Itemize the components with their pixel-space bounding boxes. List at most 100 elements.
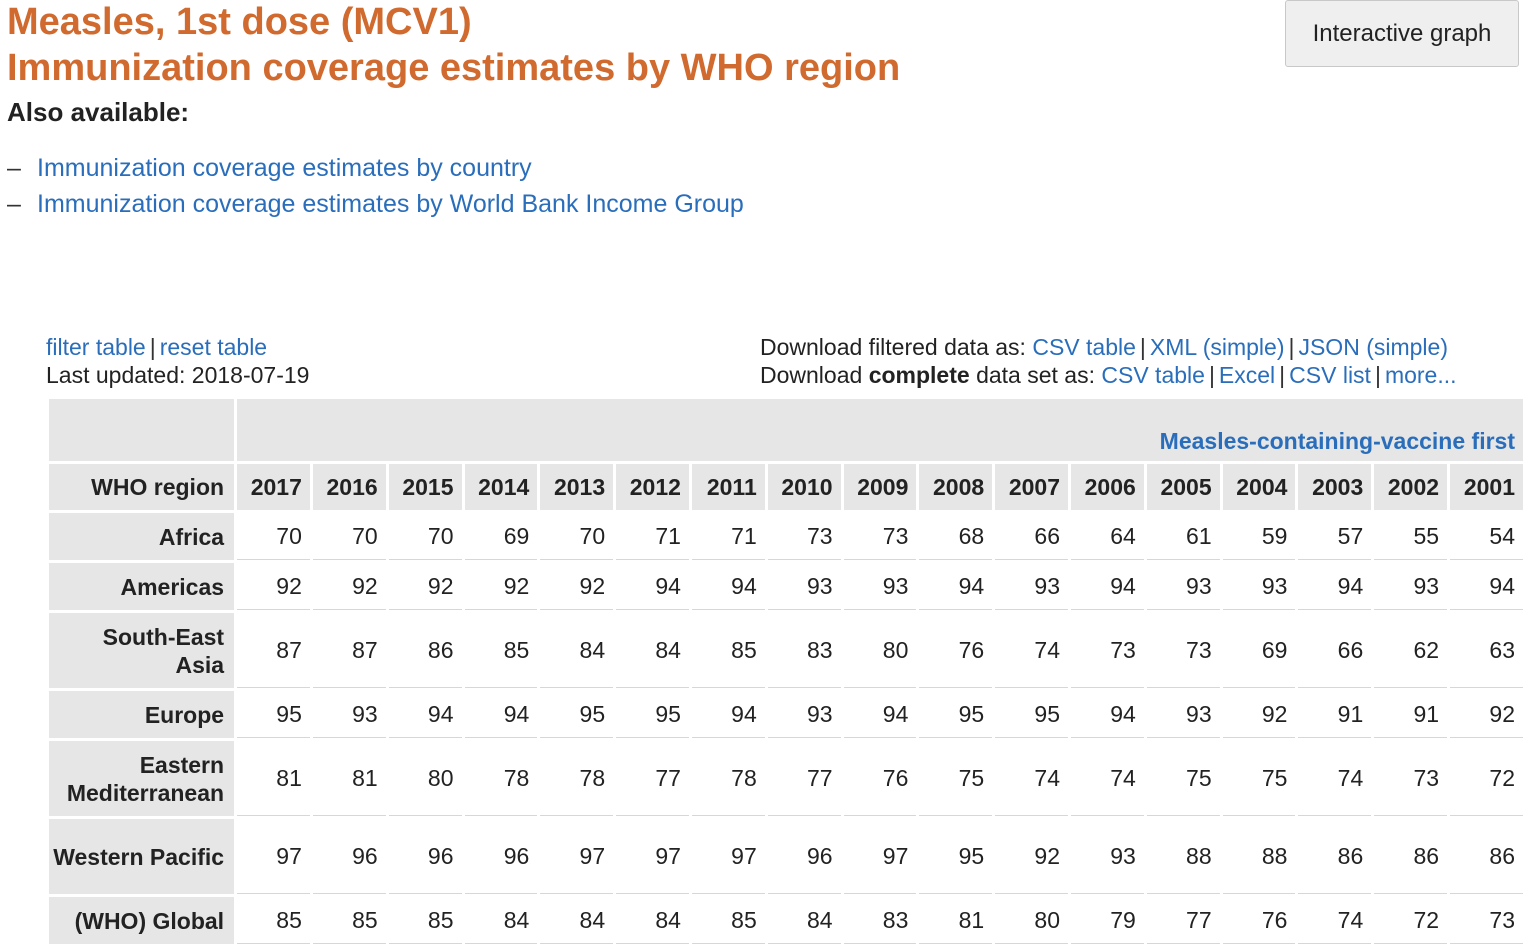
year-column-header[interactable]: 2010: [767, 464, 841, 510]
value-cell: 93: [1071, 819, 1144, 894]
filter-table-link[interactable]: filter table: [46, 334, 146, 360]
year-column-header[interactable]: 2005: [1146, 464, 1220, 510]
value-cell: 73: [1071, 613, 1144, 688]
value-cell: 73: [1374, 741, 1448, 816]
value-cell: 93: [767, 563, 841, 610]
year-column-header[interactable]: 2006: [1071, 464, 1144, 510]
value-cell: 69: [464, 513, 538, 560]
year-column-header[interactable]: 2011: [691, 464, 765, 510]
download-filtered-label: Download filtered data as:: [760, 334, 1026, 360]
value-cell: 73: [767, 513, 841, 560]
region-cell: (WHO) Global: [49, 897, 235, 944]
region-cell: South-East Asia: [49, 613, 235, 688]
separator: |: [149, 334, 156, 360]
table-row: Americas 92 92 92 92 92 94 94 93 93 94 93 94 93 93 94 93…: [49, 563, 1523, 610]
year-column-header[interactable]: 2016: [312, 464, 386, 510]
region-column-header[interactable]: WHO region: [49, 464, 235, 510]
table-row: Eastern Mediterranean 81 81 80 78 78 77 78 77 76 7…: [49, 741, 1523, 816]
value-cell: 70: [388, 513, 462, 560]
download-complete-csv-list-link[interactable]: CSV list: [1289, 362, 1371, 388]
indicator-link[interactable]: Measles-containing-vaccine first: [1159, 428, 1515, 454]
year-column-header[interactable]: 2008: [919, 464, 993, 510]
value-cell: 86: [1450, 819, 1523, 894]
download-filtered-xml-link[interactable]: XML (simple): [1149, 334, 1285, 360]
value-cell: 96: [464, 819, 538, 894]
value-cell: 84: [767, 897, 841, 944]
year-column-header[interactable]: 2001: [1450, 464, 1523, 510]
download-complete-excel-link[interactable]: Excel: [1218, 362, 1276, 388]
table-row: Africa 70 70 70 69 70 71 71 73 73 68 66 64 61 59 57 55 54: [49, 513, 1523, 560]
value-cell: 80: [388, 741, 462, 816]
year-column-header[interactable]: 2014: [464, 464, 538, 510]
value-cell: 97: [616, 819, 689, 894]
value-cell: 74: [995, 741, 1068, 816]
year-column-header[interactable]: 2003: [1298, 464, 1372, 510]
year-column-header[interactable]: 2002: [1374, 464, 1448, 510]
year-column-header[interactable]: 2009: [843, 464, 917, 510]
value-cell: 86: [388, 613, 462, 688]
value-cell: 69: [1222, 613, 1296, 688]
value-cell: 92: [312, 563, 386, 610]
download-filtered-json-link[interactable]: JSON (simple): [1298, 334, 1448, 360]
download-filtered-csv-link[interactable]: CSV table: [1032, 334, 1136, 360]
value-cell: 88: [1146, 819, 1220, 894]
table-body: Africa 70 70 70 69 70 71 71 73 73 68 66 64 61 59 57 55 54…: [49, 513, 1523, 944]
value-cell: 93: [312, 691, 386, 738]
value-cell: 76: [843, 741, 917, 816]
value-cell: 97: [540, 819, 614, 894]
value-cell: 63: [1450, 613, 1523, 688]
value-cell: 62: [1374, 613, 1448, 688]
value-cell: 85: [388, 897, 462, 944]
download-complete-label-suffix: data set as:: [976, 362, 1095, 388]
value-cell: 97: [691, 819, 765, 894]
region-cell: Europe: [49, 691, 235, 738]
table-row: South-East Asia 87 87 86 85 84 84 85 83 80 76 74 73 7…: [49, 613, 1523, 688]
value-cell: 57: [1298, 513, 1372, 560]
coverage-table: Measles-containing-vaccine first WHO reg…: [46, 396, 1526, 944]
value-cell: 84: [616, 613, 689, 688]
interactive-graph-button[interactable]: Interactive graph: [1285, 0, 1519, 67]
value-cell: 93: [1222, 563, 1296, 610]
year-column-header[interactable]: 2013: [540, 464, 614, 510]
value-cell: 86: [1298, 819, 1372, 894]
value-cell: 94: [691, 563, 765, 610]
year-column-header[interactable]: 2004: [1222, 464, 1296, 510]
value-cell: 73: [1146, 613, 1220, 688]
download-complete-csv-link[interactable]: CSV table: [1101, 362, 1205, 388]
value-cell: 64: [1071, 513, 1144, 560]
value-cell: 94: [1071, 563, 1144, 610]
value-cell: 91: [1298, 691, 1372, 738]
value-cell: 68: [919, 513, 993, 560]
value-cell: 71: [691, 513, 765, 560]
value-cell: 94: [464, 691, 538, 738]
indicator-header-row: Measles-containing-vaccine first: [49, 399, 1523, 461]
value-cell: 75: [919, 741, 993, 816]
link-by-country[interactable]: Immunization coverage estimates by count…: [37, 154, 532, 182]
year-column-header[interactable]: 2012: [616, 464, 689, 510]
separator: |: [1208, 362, 1215, 388]
download-options: Download filtered data as: CSV table | XML…: [760, 333, 1457, 389]
year-column-header[interactable]: 2015: [388, 464, 462, 510]
value-cell: 92: [1450, 691, 1523, 738]
separator: |: [1279, 362, 1286, 388]
alternative-views-list: – Immunization coverage estimates by coun…: [7, 150, 744, 222]
link-by-income-group[interactable]: Immunization coverage estimates by World…: [37, 190, 744, 218]
value-cell: 94: [388, 691, 462, 738]
value-cell: 97: [237, 819, 310, 894]
download-more-link[interactable]: more...: [1384, 362, 1457, 388]
year-column-header[interactable]: 2017: [237, 464, 310, 510]
value-cell: 94: [691, 691, 765, 738]
year-column-header[interactable]: 2007: [995, 464, 1068, 510]
value-cell: 95: [919, 691, 993, 738]
also-available-label: Also available:: [7, 97, 190, 127]
table-row: Western Pacific 97 96 96 96 97 97 97 96 97 95 92 93 8…: [49, 819, 1523, 894]
empty-corner-cell: [49, 399, 235, 461]
value-cell: 92: [237, 563, 310, 610]
value-cell: 74: [1298, 897, 1372, 944]
value-cell: 80: [843, 613, 917, 688]
reset-table-link[interactable]: reset table: [159, 334, 268, 360]
value-cell: 84: [540, 613, 614, 688]
dash-bullet-icon: –: [7, 154, 21, 182]
value-cell: 61: [1146, 513, 1220, 560]
value-cell: 70: [540, 513, 614, 560]
